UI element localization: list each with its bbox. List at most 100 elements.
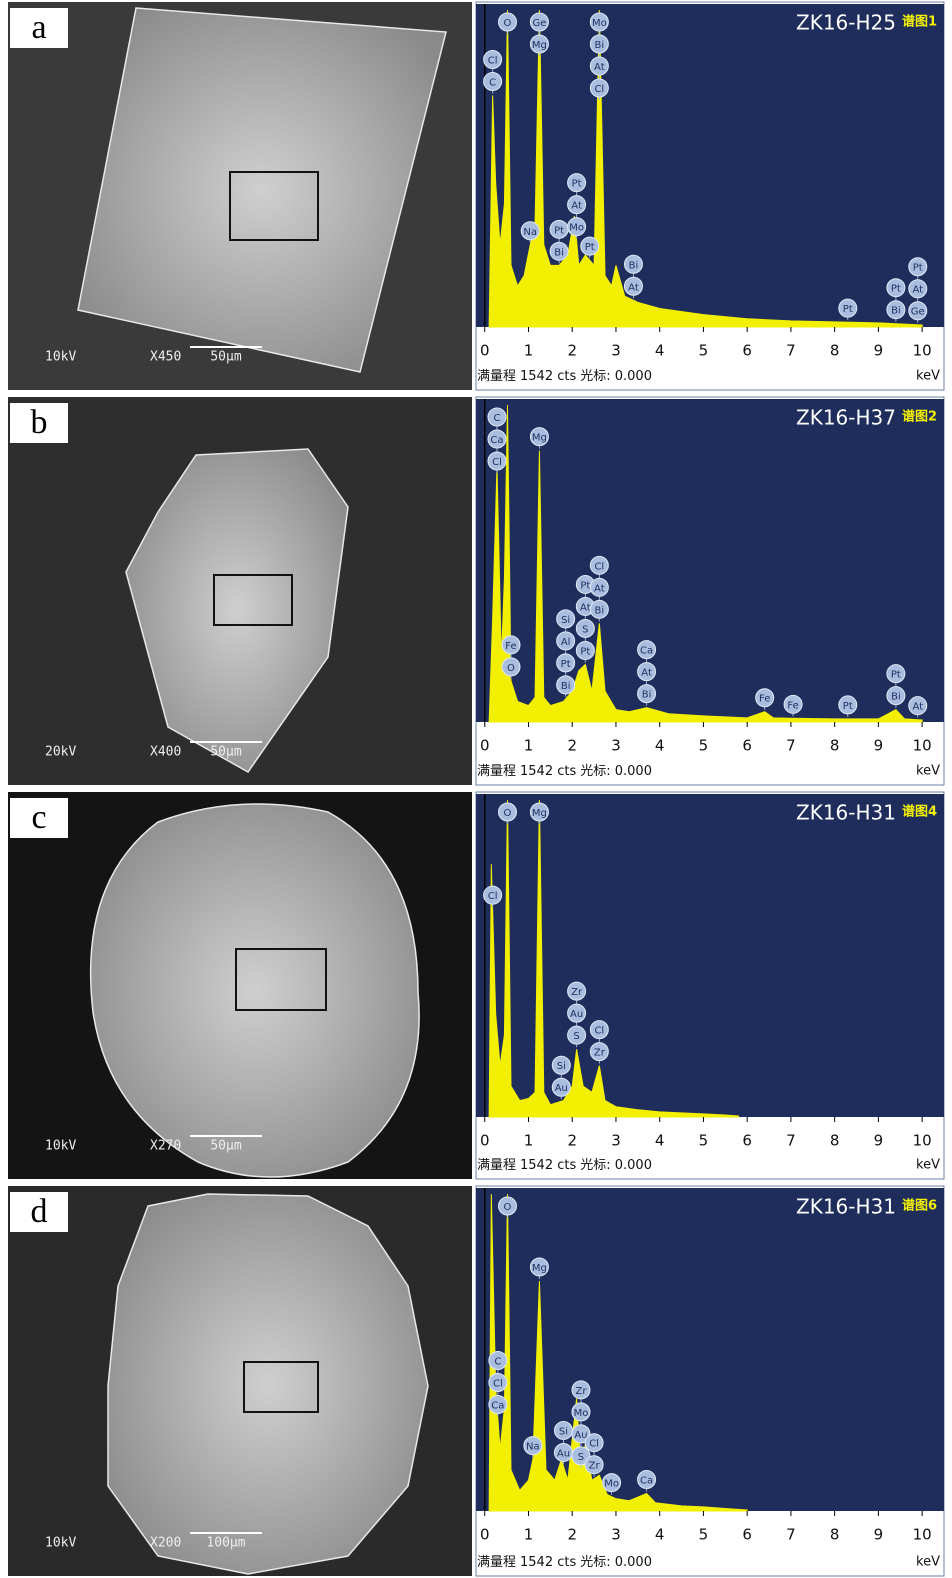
panel-label: c: [31, 799, 46, 836]
x-tick-label: 10: [913, 1526, 932, 1544]
element-marker: PtAtMo: [568, 174, 586, 239]
element-label: O: [504, 1202, 512, 1213]
element-label: At: [594, 62, 605, 73]
x-tick-label: 8: [830, 342, 840, 360]
element-label: Si: [557, 1061, 566, 1072]
x-tick-label: 8: [830, 1132, 840, 1150]
element-label: Pt: [891, 284, 901, 295]
element-label: Pt: [843, 701, 853, 712]
sem-voltage: 10kV: [45, 1139, 76, 1154]
element-label: At: [641, 668, 652, 679]
x-tick-label: 4: [655, 342, 665, 360]
full-scale: 1542 cts: [520, 1158, 576, 1173]
x-tick-label: 6: [742, 1132, 752, 1150]
element-label: Cl: [594, 84, 604, 95]
element-label: O: [504, 18, 512, 29]
cursor: 光标: 0.000: [580, 1158, 652, 1173]
spectrum-name: 谱图4: [902, 804, 937, 820]
sem-magnification: X200: [150, 1536, 181, 1551]
cursor: 光标: 0.000: [580, 1555, 652, 1570]
x-tick-label: 9: [874, 737, 884, 755]
x-tick-label: 2: [567, 342, 577, 360]
element-label: Pt: [580, 580, 590, 591]
element-label: Au: [555, 1083, 568, 1094]
x-tick-label: 8: [830, 737, 840, 755]
figure: a10kVX45050μm012345678910ClCONaGeMgPtBiP…: [0, 0, 952, 1578]
element-label: O: [504, 808, 512, 819]
cursor: 光标: 0.000: [580, 369, 652, 384]
x-tick-label: 10: [913, 737, 932, 755]
sem-voltage: 10kV: [45, 350, 76, 365]
footer: 满量程1542 cts光标: 0.000: [477, 369, 652, 384]
x-tick-label: 3: [611, 342, 621, 360]
element-label: Bi: [595, 40, 605, 51]
element-label: Zr: [589, 1461, 601, 1472]
sample-name: ZK16-H31: [796, 801, 896, 825]
sem-scale: 50μm: [210, 1139, 241, 1154]
footer-prefix: 满量程: [477, 369, 516, 384]
x-tick-label: 8: [830, 1526, 840, 1544]
x-tick-label: 4: [655, 1526, 665, 1544]
element-label: Mg: [532, 40, 547, 51]
element-label: Mo: [592, 18, 607, 29]
sample-name: ZK16-H31: [796, 1195, 896, 1219]
footer-prefix: 满量程: [477, 1158, 516, 1173]
x-unit: keV: [916, 1555, 940, 1570]
element-label: At: [580, 602, 591, 613]
element-label: S: [578, 1452, 584, 1463]
x-tick-label: 4: [655, 1132, 665, 1150]
x-tick-label: 10: [913, 342, 932, 360]
element-marker: CaAtBi: [638, 641, 656, 706]
element-label: Pt: [843, 304, 853, 315]
element-label: Cl: [488, 56, 498, 67]
sem-scale: 50μm: [210, 745, 241, 760]
x-tick-label: 9: [874, 342, 884, 360]
x-tick-label: 3: [611, 737, 621, 755]
sem-magnification: X400: [150, 745, 181, 760]
x-tick-label: 9: [874, 1526, 884, 1544]
spectrum-name: 谱图6: [902, 1198, 937, 1214]
sem-voltage: 20kV: [45, 745, 76, 760]
element-label: Pt: [572, 179, 582, 190]
panel-label: b: [31, 404, 48, 441]
element-label: Pt: [891, 670, 901, 681]
x-tick-label: 2: [567, 737, 577, 755]
x-tick-label: 2: [567, 1526, 577, 1544]
element-label: Au: [570, 1009, 583, 1020]
element-label: Ge: [911, 307, 925, 318]
element-marker: CClCa: [489, 1351, 507, 1416]
element-label: Mo: [574, 1408, 589, 1419]
element-label: Cl: [594, 561, 604, 572]
element-label: Na: [523, 227, 537, 238]
element-label: Bi: [891, 306, 901, 317]
footer-prefix: 满量程: [477, 764, 516, 779]
element-label: Cl: [492, 457, 502, 468]
x-tick-label: 1: [524, 1132, 534, 1150]
sem-magnification: X450: [150, 350, 181, 365]
x-tick-label: 1: [524, 1526, 534, 1544]
x-unit: keV: [916, 1158, 940, 1173]
sem-particle: [108, 1194, 428, 1574]
x-tick-label: 0: [480, 1526, 490, 1544]
element-label: Bi: [561, 681, 571, 692]
x-tick-label: 9: [874, 1132, 884, 1150]
element-label: Cl: [594, 1026, 604, 1037]
x-tick-label: 2: [567, 1132, 577, 1150]
x-tick-label: 5: [699, 1132, 709, 1150]
element-label: Pt: [585, 242, 595, 253]
spectrum-name: 谱图2: [902, 409, 937, 425]
x-tick-label: 0: [480, 737, 490, 755]
footer: 满量程 1542 cts 光标: 0.000: [477, 1158, 652, 1173]
element-label: S: [582, 624, 588, 635]
x-tick-label: 3: [611, 1132, 621, 1150]
x-tick-label: 1: [524, 342, 534, 360]
element-label: Al: [561, 637, 571, 648]
element-label: Si: [559, 1426, 568, 1437]
sem-scale: 100μm: [206, 1536, 245, 1551]
element-label: Ca: [490, 435, 503, 446]
full-scale: 1542 cts: [520, 1555, 576, 1570]
element-label: At: [912, 702, 923, 713]
x-tick-label: 10: [913, 1132, 932, 1150]
